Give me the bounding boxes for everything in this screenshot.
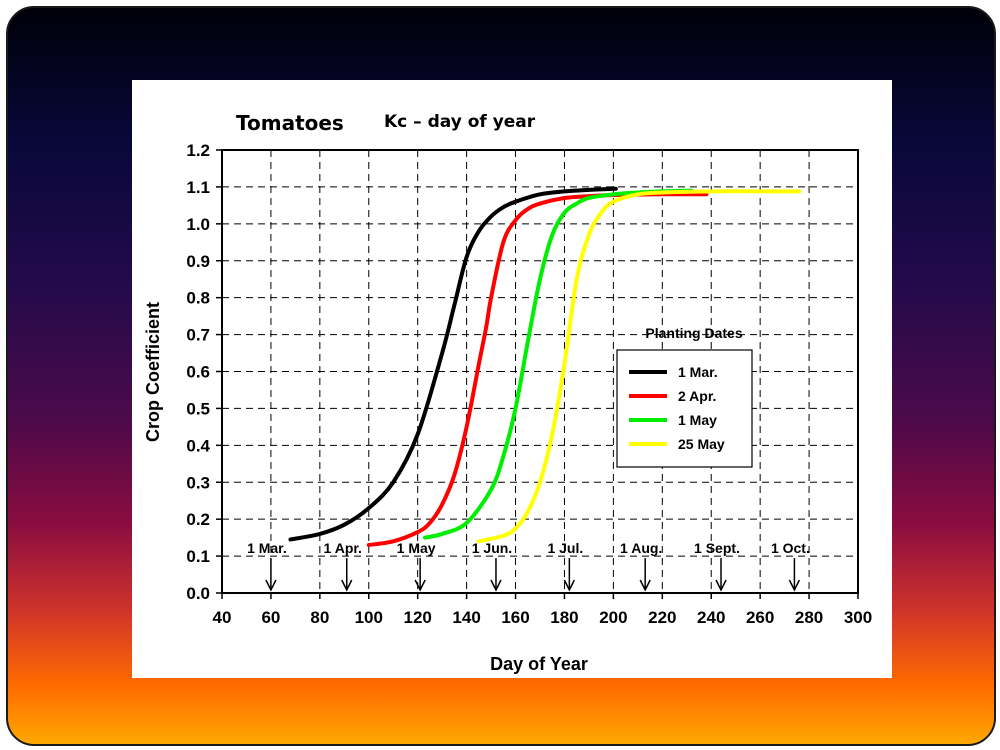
slide-frame: Tomatoes Kc – day of year Day of Year Cr… bbox=[6, 6, 996, 746]
date-annotation-label: 1 Apr. bbox=[324, 540, 362, 556]
x-tick-label: 60 bbox=[261, 608, 280, 627]
date-arrow-head bbox=[341, 579, 353, 592]
y-tick-label: 1.2 bbox=[186, 141, 210, 160]
y-tick-label: 0.2 bbox=[186, 510, 210, 529]
series-line-3 bbox=[423, 188, 694, 540]
y-tick-label: 0.4 bbox=[186, 436, 210, 455]
x-tick-label: 160 bbox=[501, 608, 529, 627]
legend: Planting Dates 1 Mar. 2 Apr. 1 May 25 May bbox=[616, 325, 753, 468]
date-arrow-head bbox=[788, 579, 801, 592]
chart-subtitle: Kc – day of year bbox=[384, 112, 536, 132]
date-arrow-head bbox=[414, 579, 426, 592]
x-tick-label: 80 bbox=[310, 608, 329, 627]
y-tick-label: 0.8 bbox=[186, 289, 210, 308]
x-tick-label: 200 bbox=[599, 608, 627, 627]
legend-label: 25 May bbox=[678, 436, 725, 452]
legend-label: 2 Apr. bbox=[678, 388, 716, 404]
legend-title: Planting Dates bbox=[645, 325, 742, 341]
date-arrow-head bbox=[265, 579, 277, 592]
date-annotation-label: 1 Jun. bbox=[472, 540, 512, 556]
series-line-4 bbox=[476, 189, 802, 544]
x-axis-label: Day of Year bbox=[490, 654, 588, 674]
date-annotation-label: 1 Oct. bbox=[771, 540, 810, 556]
legend-label: 1 May bbox=[678, 412, 717, 428]
x-tick-label: 280 bbox=[795, 608, 823, 627]
x-tick-label: 100 bbox=[355, 608, 383, 627]
y-tick-label: 1.0 bbox=[186, 215, 210, 234]
y-axis-label: Crop Coefficient bbox=[143, 302, 163, 442]
date-arrow-head bbox=[639, 579, 651, 592]
date-annotations: 1 Mar. 1 Apr. 1 May 1 Jun. 1 Jul. 1 Aug. 1 Sep… bbox=[247, 540, 810, 592]
y-tick-label: 0.0 bbox=[186, 584, 210, 603]
x-tick-label: 140 bbox=[452, 608, 480, 627]
date-annotation-label: 1 Jul. bbox=[547, 540, 583, 556]
y-tick-label: 0.9 bbox=[186, 252, 210, 271]
y-tick-label: 1.1 bbox=[186, 178, 210, 197]
chart-title: Tomatoes bbox=[236, 111, 344, 135]
y-tick-label: 0.5 bbox=[186, 399, 210, 418]
date-annotation-label: 1 Mar. bbox=[247, 540, 287, 556]
y-tick-label: 0.6 bbox=[186, 363, 210, 382]
x-tick-label: 120 bbox=[404, 608, 432, 627]
date-annotation-label: 1 Aug. bbox=[620, 540, 662, 556]
x-tick-label: 260 bbox=[746, 608, 774, 627]
kc-chart: Tomatoes Kc – day of year Day of Year Cr… bbox=[143, 111, 872, 674]
y-tick-label: 0.3 bbox=[186, 473, 210, 492]
x-tick-label: 220 bbox=[648, 608, 676, 627]
x-tick-label: 180 bbox=[550, 608, 578, 627]
series-line-1 bbox=[288, 186, 618, 542]
date-arrow-head bbox=[563, 579, 576, 592]
date-arrow-head bbox=[715, 579, 727, 592]
x-tick-label: 240 bbox=[697, 608, 725, 627]
chart-card: Tomatoes Kc – day of year Day of Year Cr… bbox=[132, 80, 892, 678]
x-tick-label: 300 bbox=[844, 608, 872, 627]
legend-label: 1 Mar. bbox=[678, 364, 718, 380]
x-tick-label: 40 bbox=[213, 608, 232, 627]
series-lines bbox=[288, 186, 802, 548]
grid bbox=[222, 150, 858, 593]
axis-ticks: 40 60 80 100 120 140 160 180 200 220 240 260 280 300 0… bbox=[186, 141, 872, 627]
y-tick-label: 0.7 bbox=[186, 326, 210, 345]
date-arrow-head bbox=[490, 579, 502, 592]
date-annotation-label: 1 May bbox=[397, 540, 436, 556]
legend-box bbox=[616, 349, 753, 468]
date-annotation-label: 1 Sept. bbox=[694, 540, 740, 556]
y-tick-label: 0.1 bbox=[186, 547, 210, 566]
